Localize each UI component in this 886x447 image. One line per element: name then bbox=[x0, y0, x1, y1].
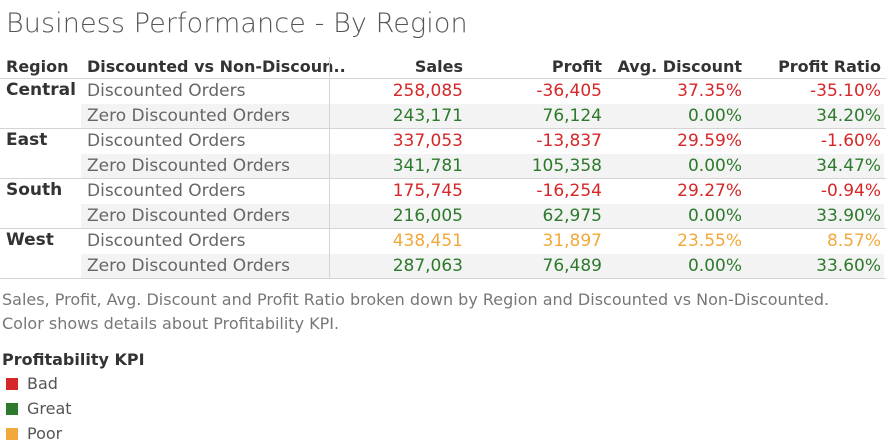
avg-discount-cell[interactable]: 29.27% bbox=[677, 181, 742, 201]
legend-label: Bad bbox=[27, 374, 58, 393]
row-label: Zero Discounted Orders bbox=[87, 106, 290, 126]
caption-line-2: Color shows details about Profitability … bbox=[2, 314, 340, 333]
region-label-south[interactable]: South bbox=[6, 180, 63, 200]
group-divider bbox=[0, 128, 886, 129]
group-divider bbox=[0, 228, 886, 229]
table-row[interactable]: Discounted Orders 337,053 -13,837 29.59% -1.… bbox=[81, 129, 884, 154]
profit-ratio-cell[interactable]: 34.47% bbox=[816, 156, 881, 176]
table-row[interactable]: Zero Discounted Orders 243,171 76,124 0.00%… bbox=[81, 104, 884, 129]
sales-cell[interactable]: 258,085 bbox=[392, 81, 463, 101]
legend-item-poor[interactable]: Poor bbox=[6, 424, 62, 443]
table-row[interactable]: Discounted Orders 258,085 -36,405 37.35% -35… bbox=[81, 79, 884, 104]
avg-discount-cell[interactable]: 0.00% bbox=[687, 256, 742, 276]
legend-item-great[interactable]: Great bbox=[6, 399, 72, 418]
region-label-central[interactable]: Central bbox=[6, 80, 76, 100]
header-avg-discount[interactable]: Avg. Discount bbox=[617, 57, 742, 76]
profit-cell[interactable]: 31,897 bbox=[542, 231, 602, 251]
profit-cell[interactable]: 62,975 bbox=[542, 206, 602, 226]
profit-ratio-cell[interactable]: -1.60% bbox=[820, 131, 881, 151]
region-label-east[interactable]: East bbox=[6, 130, 48, 150]
header-profit-ratio[interactable]: Profit Ratio bbox=[778, 57, 881, 76]
header-rule bbox=[0, 78, 886, 79]
sales-cell[interactable]: 175,745 bbox=[392, 181, 463, 201]
table-row[interactable]: Discounted Orders 438,451 31,897 23.55% 8.57… bbox=[81, 229, 884, 254]
avg-discount-cell[interactable]: 37.35% bbox=[677, 81, 742, 101]
legend-item-bad[interactable]: Bad bbox=[6, 374, 58, 393]
row-label: Zero Discounted Orders bbox=[87, 156, 290, 176]
avg-discount-cell[interactable]: 0.00% bbox=[687, 106, 742, 126]
legend-label: Poor bbox=[27, 424, 63, 443]
column-divider bbox=[329, 79, 330, 279]
sales-cell[interactable]: 438,451 bbox=[392, 231, 463, 251]
legend-title: Profitability KPI bbox=[2, 350, 145, 369]
profit-ratio-cell[interactable]: -35.10% bbox=[810, 81, 881, 101]
profit-ratio-cell[interactable]: 34.20% bbox=[816, 106, 881, 126]
profit-cell[interactable]: 76,489 bbox=[542, 256, 602, 276]
profit-cell[interactable]: 105,358 bbox=[531, 156, 602, 176]
sales-cell[interactable]: 341,781 bbox=[392, 156, 463, 176]
row-label: Zero Discounted Orders bbox=[87, 256, 290, 276]
legend-swatch bbox=[6, 378, 18, 390]
profit-ratio-cell[interactable]: 33.60% bbox=[816, 256, 881, 276]
sales-cell[interactable]: 243,171 bbox=[392, 106, 463, 126]
avg-discount-cell[interactable]: 29.59% bbox=[677, 131, 742, 151]
row-label: Discounted Orders bbox=[87, 81, 246, 101]
table-row[interactable]: Discounted Orders 175,745 -16,254 29.27% -0.… bbox=[81, 179, 884, 204]
sales-cell[interactable]: 287,063 bbox=[392, 256, 463, 276]
row-label: Zero Discounted Orders bbox=[87, 206, 290, 226]
legend-label: Great bbox=[27, 399, 72, 418]
header-sales[interactable]: Sales bbox=[414, 57, 463, 76]
header-region[interactable]: Region bbox=[6, 57, 69, 76]
row-label: Discounted Orders bbox=[87, 181, 246, 201]
sales-cell[interactable]: 216,005 bbox=[392, 206, 463, 226]
header-separator[interactable] bbox=[329, 57, 330, 77]
legend-swatch bbox=[6, 403, 18, 415]
page-title: Business Performance - By Region bbox=[6, 8, 468, 39]
table-row[interactable]: Zero Discounted Orders 216,005 62,975 0.00%… bbox=[81, 204, 884, 229]
row-label: Discounted Orders bbox=[87, 131, 246, 151]
caption: Sales, Profit, Avg. Discount and Profit … bbox=[2, 288, 886, 336]
region-label-west[interactable]: West bbox=[6, 230, 54, 250]
table-row[interactable]: Zero Discounted Orders 287,063 76,489 0.00%… bbox=[81, 254, 884, 279]
table-header: Region Discounted vs Non-Discoun.. Sales… bbox=[0, 57, 886, 79]
row-label: Discounted Orders bbox=[87, 231, 246, 251]
profit-ratio-cell[interactable]: 33.90% bbox=[816, 206, 881, 226]
profit-ratio-cell[interactable]: -0.94% bbox=[820, 181, 881, 201]
group-divider bbox=[0, 278, 886, 279]
table-row[interactable]: Zero Discounted Orders 341,781 105,358 0.00… bbox=[81, 154, 884, 179]
caption-line-1: Sales, Profit, Avg. Discount and Profit … bbox=[2, 290, 830, 309]
legend-swatch bbox=[6, 428, 18, 440]
header-discount-type[interactable]: Discounted vs Non-Discoun.. bbox=[87, 57, 346, 76]
profit-cell[interactable]: -36,405 bbox=[536, 81, 602, 101]
sales-cell[interactable]: 337,053 bbox=[392, 131, 463, 151]
profit-cell[interactable]: -16,254 bbox=[536, 181, 602, 201]
profit-cell[interactable]: 76,124 bbox=[542, 106, 602, 126]
profit-cell[interactable]: -13,837 bbox=[536, 131, 602, 151]
avg-discount-cell[interactable]: 0.00% bbox=[687, 156, 742, 176]
profit-ratio-cell[interactable]: 8.57% bbox=[826, 231, 881, 251]
avg-discount-cell[interactable]: 23.55% bbox=[677, 231, 742, 251]
group-divider bbox=[0, 178, 886, 179]
avg-discount-cell[interactable]: 0.00% bbox=[687, 206, 742, 226]
header-profit[interactable]: Profit bbox=[551, 57, 602, 76]
